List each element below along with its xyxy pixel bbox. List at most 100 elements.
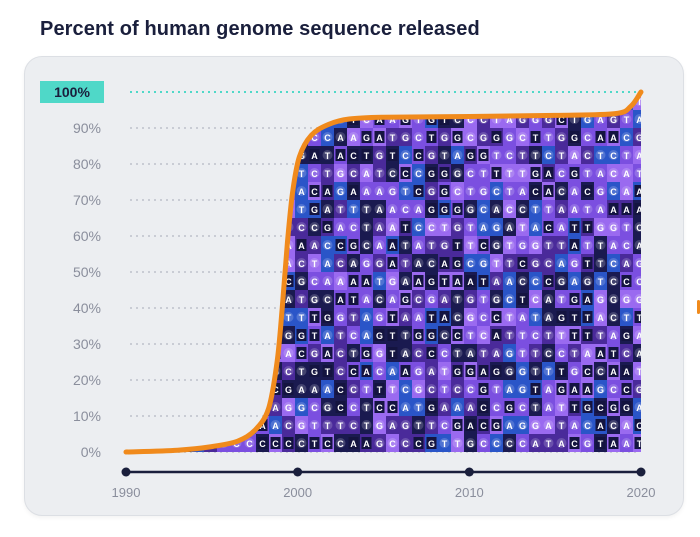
dna-cell xyxy=(620,344,633,362)
dna-letter-bg xyxy=(257,132,268,142)
dna-cell xyxy=(217,110,230,128)
dna-letter: T xyxy=(364,385,370,395)
dna-letter-bg xyxy=(127,419,138,431)
dna-letter-bg xyxy=(543,420,554,430)
dna-cell xyxy=(295,380,308,398)
dna-letter-bg xyxy=(465,294,476,304)
dna-letter: C xyxy=(350,223,357,233)
dna-letter-bg xyxy=(569,150,580,160)
dna-letter: C xyxy=(272,187,279,197)
dna-letter-bg xyxy=(296,384,307,394)
dna-cell xyxy=(399,92,412,110)
dna-letter-bg xyxy=(257,311,268,323)
dna-letter: G xyxy=(558,385,565,395)
dna-letter: T xyxy=(507,169,513,179)
dna-letter: A xyxy=(467,349,474,359)
dna-letter: G xyxy=(402,133,409,143)
dna-cell xyxy=(126,362,139,380)
dna-letter: A xyxy=(337,133,344,143)
dna-letter: C xyxy=(454,385,461,395)
dna-cell xyxy=(464,308,477,326)
dna-letter: C xyxy=(220,331,227,341)
y-tick-label: 90% xyxy=(73,120,101,136)
dna-letter-bg xyxy=(153,204,164,214)
dna-letter-bg xyxy=(478,419,489,431)
dna-cell xyxy=(191,182,204,200)
dna-cell xyxy=(230,290,243,308)
dna-letter-bg xyxy=(569,348,580,358)
dna-letter-bg xyxy=(127,96,138,106)
dna-letter-bg xyxy=(491,186,502,196)
dna-letter: A xyxy=(623,205,630,215)
dna-letter-bg xyxy=(270,168,281,178)
dna-letter-bg xyxy=(504,168,515,178)
dna-letter-bg xyxy=(361,347,372,359)
dna-letter: C xyxy=(220,115,227,125)
dna-letter: C xyxy=(155,277,162,287)
dna-letter: C xyxy=(155,331,162,341)
dna-letter: C xyxy=(389,169,396,179)
dna-letter: C xyxy=(467,133,474,143)
dna-cell xyxy=(217,344,230,362)
dna-letter-bg xyxy=(426,294,437,304)
dna-letter: C xyxy=(467,169,474,179)
dna-cell xyxy=(438,326,451,344)
dna-letter: G xyxy=(298,331,305,341)
dna-letter: A xyxy=(506,115,513,125)
dna-letter-bg xyxy=(192,329,203,341)
dna-letter: C xyxy=(350,385,357,395)
dna-letter: G xyxy=(571,295,578,305)
dna-letter-bg xyxy=(478,204,489,214)
dna-letter-bg xyxy=(179,383,190,395)
dna-letter: T xyxy=(247,241,253,251)
dna-cell xyxy=(230,398,243,416)
dna-letter: T xyxy=(234,97,240,107)
dna-letter-bg xyxy=(192,275,203,287)
dna-letter: T xyxy=(585,223,591,233)
dna-letter: C xyxy=(545,151,552,161)
dna-cell xyxy=(165,308,178,326)
dna-letter-bg xyxy=(348,185,359,197)
dna-letter-bg xyxy=(504,401,515,413)
dna-letter: C xyxy=(519,439,526,449)
dna-cell xyxy=(282,110,295,128)
dna-letter: G xyxy=(428,439,435,449)
dna-cell xyxy=(555,182,568,200)
dna-letter-bg xyxy=(608,312,619,322)
dna-letter-bg xyxy=(335,258,346,268)
dna-letter: C xyxy=(298,259,305,269)
dna-cell xyxy=(438,362,451,380)
dna-letter: C xyxy=(480,331,487,341)
dna-letter-bg xyxy=(426,258,437,268)
dna-letter: A xyxy=(597,169,604,179)
dna-letter: C xyxy=(506,97,513,107)
dna-cell xyxy=(516,380,529,398)
dna-letter-bg xyxy=(439,402,450,412)
dna-letter-bg xyxy=(400,95,411,107)
dna-letter: A xyxy=(441,313,448,323)
dna-cell xyxy=(373,146,386,164)
dna-letter-bg xyxy=(543,221,554,233)
dna-letter: T xyxy=(455,439,461,449)
dna-letter: G xyxy=(636,385,643,395)
dna-cell xyxy=(360,398,373,416)
dna-letter: A xyxy=(350,187,357,197)
dna-letter: C xyxy=(324,97,331,107)
dna-cell xyxy=(256,128,269,146)
dna-letter: A xyxy=(571,241,578,251)
dna-letter-bg xyxy=(283,95,294,107)
dna-letter: T xyxy=(364,403,370,413)
dna-letter: T xyxy=(156,133,162,143)
dna-letter: G xyxy=(597,385,604,395)
dna-letter: A xyxy=(545,385,552,395)
dna-cell xyxy=(178,146,191,164)
dna-cell xyxy=(503,416,516,434)
dna-cell xyxy=(607,92,620,110)
dna-letter: T xyxy=(416,403,422,413)
dna-letter: T xyxy=(390,133,396,143)
dna-letter: T xyxy=(273,169,279,179)
dna-letter: C xyxy=(259,439,266,449)
dna-cell xyxy=(386,182,399,200)
dna-cell xyxy=(126,92,139,110)
dna-letter-bg xyxy=(153,438,164,448)
